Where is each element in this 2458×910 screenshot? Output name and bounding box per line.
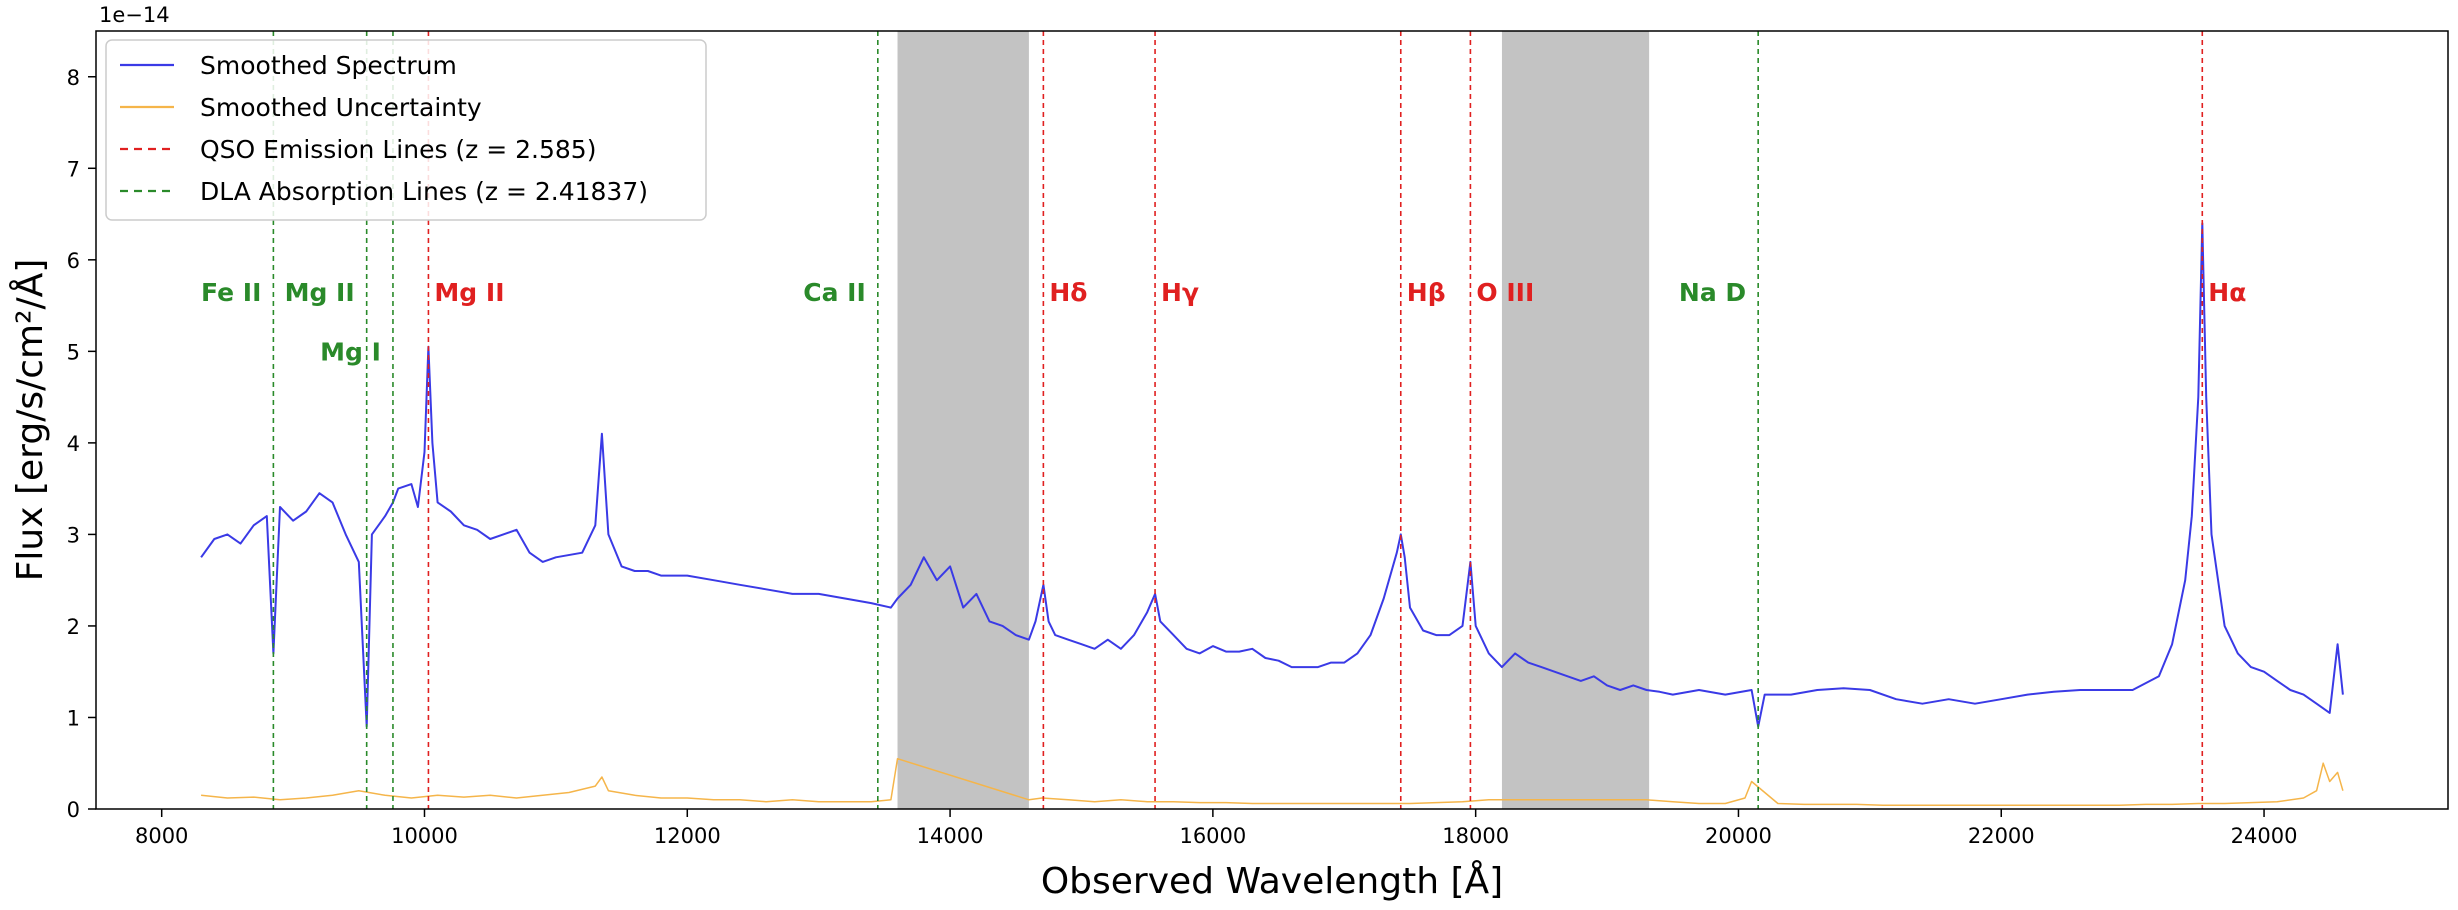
y-axis-ticks: 0 1 2 3 4 5 6 7 8 [67, 66, 96, 822]
y-offset-label: 1e−14 [99, 3, 170, 27]
absorption-label-ca-ii: Ca II [803, 278, 866, 307]
x-tick-label: 12000 [654, 824, 721, 848]
reference-line-labels: Mg II Hδ Hγ Hβ O III Hα Fe II Mg II Mg I Ca II Na … [201, 278, 2246, 366]
x-tick-label: 18000 [1442, 824, 1509, 848]
emission-label-h: Hγ [1161, 278, 1199, 307]
absorption-label-fe-ii: Fe II [201, 278, 261, 307]
masked-regions [897, 31, 1650, 809]
emission-label-h: Hδ [1049, 278, 1087, 307]
series-line-spectrum [200, 222, 2344, 728]
x-tick-label: 8000 [135, 824, 188, 848]
y-tick-label: 6 [67, 249, 80, 273]
masked-region-2 [1501, 31, 1650, 809]
x-tick-label: 22000 [1968, 824, 2035, 848]
y-tick-label: 4 [67, 432, 80, 456]
absorption-label-na-d: Na D [1679, 278, 1746, 307]
legend-entry-1: Smoothed Spectrum [200, 51, 457, 80]
legend: Smoothed Spectrum Smoothed Uncertainty QSO… [105, 39, 707, 221]
emission-label-h: Hα [2208, 278, 2246, 307]
x-tick-label: 20000 [1705, 824, 1772, 848]
legend-box [105, 39, 707, 221]
x-tick-label: 10000 [391, 824, 458, 848]
legend-entry-3: QSO Emission Lines (z = 2.585) [200, 135, 596, 164]
x-tick-label: 16000 [1179, 824, 1246, 848]
y-tick-label: 3 [67, 523, 80, 547]
y-tick-label: 1 [67, 706, 80, 730]
masked-region-1 [897, 31, 1029, 809]
absorption-label-mg-i: Mg I [320, 337, 381, 366]
absorption-label-mg-ii: Mg II [285, 278, 355, 307]
x-axis-ticks: 8000 10000 12000 14000 16000 18000 20000 22000 2… [135, 809, 2297, 848]
legend-entry-2: Smoothed Uncertainty [200, 93, 482, 122]
x-tick-label: 24000 [2231, 824, 2298, 848]
y-tick-label: 8 [67, 66, 80, 90]
y-tick-label: 7 [67, 157, 80, 181]
y-tick-label: 2 [67, 615, 80, 639]
y-tick-label: 5 [67, 340, 80, 364]
y-tick-label: 0 [67, 798, 80, 822]
legend-entry-4: DLA Absorption Lines (z = 2.41837) [200, 177, 648, 206]
series-line-uncertainty [201, 757, 2344, 807]
series-layer [200, 222, 2344, 807]
emission-label-mg-ii: Mg II [434, 278, 504, 307]
y-axis-title: Flux [erg/s/cm²/Å] [8, 259, 51, 582]
x-axis-title: Observed Wavelength [Å] [1041, 859, 1503, 902]
plot-frame [95, 30, 2449, 810]
emission-label-o-iii: O III [1476, 278, 1534, 307]
emission-label-h: Hβ [1407, 278, 1446, 307]
x-tick-label: 14000 [917, 824, 984, 848]
